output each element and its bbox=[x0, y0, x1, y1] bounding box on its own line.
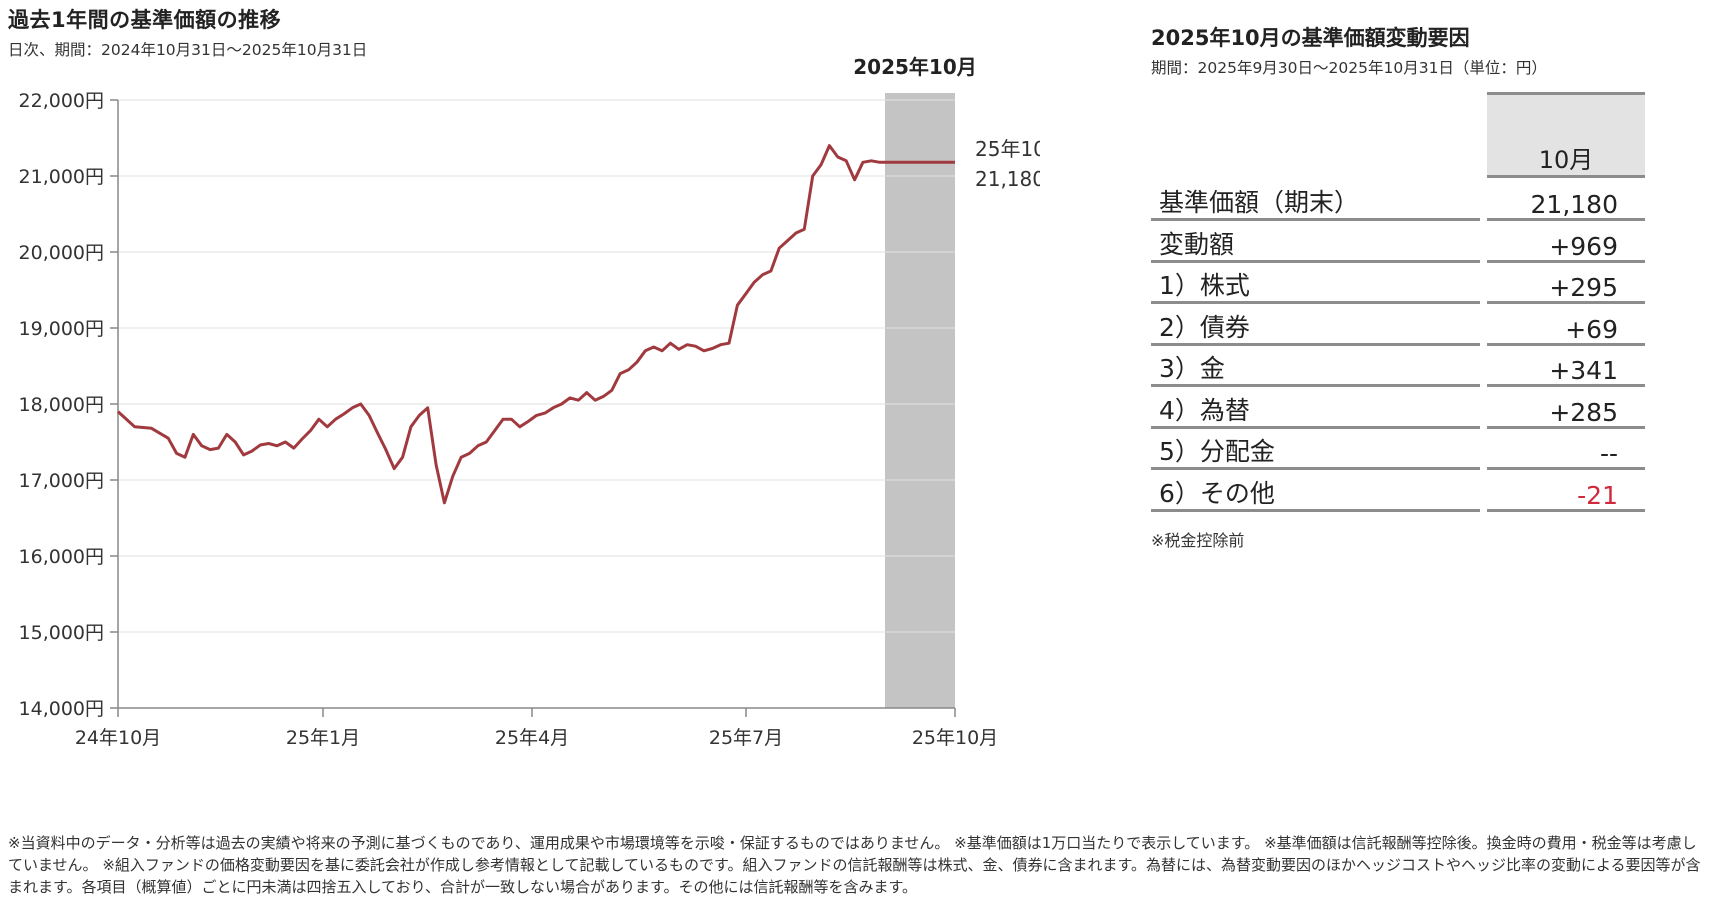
table-header-cell bbox=[1487, 92, 1645, 178]
x-tick-label: 25年10月 bbox=[912, 727, 998, 749]
row-divider bbox=[1151, 467, 1480, 470]
grid-lines bbox=[118, 99, 955, 633]
row-label: 4）為替 bbox=[1159, 395, 1250, 425]
row-divider bbox=[1151, 259, 1480, 263]
row-divider bbox=[1487, 508, 1645, 512]
table-row: 3）金 +341 bbox=[1151, 346, 1645, 387]
row-divider bbox=[1487, 218, 1645, 221]
row-value: +285 bbox=[1549, 397, 1618, 427]
y-tick-label: 14,000円 bbox=[19, 698, 104, 720]
table-row: 1）株式 +295 bbox=[1151, 263, 1645, 304]
last-point-value: 21,180円 bbox=[975, 167, 1040, 191]
row-label: 2）債券 bbox=[1159, 312, 1250, 342]
footnote: ※当資料中のデータ・分析等は過去の実績や将来の予測に基づくものであり、運用成果や… bbox=[8, 834, 1701, 896]
row-divider bbox=[1151, 384, 1480, 387]
row-label: 基準価額（期末） bbox=[1159, 188, 1360, 217]
x-tick-label: 25年4月 bbox=[495, 727, 569, 749]
row-value: +69 bbox=[1565, 314, 1618, 344]
row-divider bbox=[1487, 259, 1645, 263]
table-row: 2）債券 +69 bbox=[1151, 305, 1645, 346]
last-point-date: 25年10月31日 bbox=[975, 137, 1040, 161]
highlight-band bbox=[885, 93, 955, 708]
table-row: 5）分配金 -- bbox=[1151, 429, 1645, 470]
table-row: 変動額 +969 bbox=[1151, 222, 1645, 263]
table-row: 4）為替 +285 bbox=[1151, 388, 1645, 429]
row-divider bbox=[1151, 342, 1480, 346]
table-row: 6）その他 -21 bbox=[1151, 471, 1645, 512]
row-divider bbox=[1487, 384, 1645, 387]
row-label: 3）金 bbox=[1159, 354, 1225, 383]
y-tick-label: 19,000円 bbox=[19, 318, 104, 340]
x-tick-label: 25年1月 bbox=[286, 727, 360, 749]
table-title: 2025年10月の基準価額変動要因 bbox=[1151, 26, 1470, 50]
y-tick-label: 22,000円 bbox=[19, 90, 104, 112]
y-tick-label: 21,000円 bbox=[19, 166, 104, 188]
x-tick-label: 24年10月 bbox=[75, 727, 161, 749]
y-tick-label: 18,000円 bbox=[19, 394, 104, 416]
x-axis-ticks: 24年10月 25年1月 25年4月 25年7月 25年10月 bbox=[75, 708, 998, 749]
row-value: +341 bbox=[1549, 356, 1618, 385]
row-divider bbox=[1151, 218, 1480, 221]
table-row: 基準価額（期末） 21,180 bbox=[1151, 180, 1645, 221]
row-value: -- bbox=[1599, 439, 1618, 468]
row-label: 1）株式 bbox=[1159, 271, 1250, 300]
row-value: -21 bbox=[1577, 480, 1618, 510]
row-divider bbox=[1487, 342, 1645, 346]
row-divider bbox=[1151, 301, 1480, 304]
chart-subtitle: 日次、期間：2024年10月31日～2025年10月31日 bbox=[8, 41, 368, 59]
chart-title: 過去1年間の基準価額の推移 bbox=[8, 8, 282, 32]
table-subtitle: 期間：2025年9月30日～2025年10月31日（単位：円） bbox=[1151, 59, 1547, 77]
row-divider bbox=[1487, 301, 1645, 304]
y-tick-label: 15,000円 bbox=[19, 622, 104, 644]
row-label: 5）分配金 bbox=[1159, 437, 1275, 466]
row-label: 変動額 bbox=[1159, 229, 1235, 259]
row-value: +295 bbox=[1549, 273, 1618, 302]
y-tick-label: 16,000円 bbox=[19, 546, 104, 568]
row-label: 6）その他 bbox=[1159, 478, 1275, 508]
table-note: ※税金控除前 bbox=[1151, 531, 1245, 550]
row-divider bbox=[1151, 425, 1480, 429]
row-divider bbox=[1487, 425, 1645, 429]
y-tick-label: 17,000円 bbox=[19, 470, 104, 492]
highlight-label: 2025年10月 bbox=[853, 55, 977, 79]
y-axis-ticks: 22,000円 21,000円 20,000円 19,000円 18,000円 17,00… bbox=[19, 90, 118, 720]
row-divider bbox=[1151, 508, 1480, 512]
row-divider bbox=[1487, 467, 1645, 470]
row-value: +969 bbox=[1549, 231, 1618, 261]
series-line bbox=[116, 144, 955, 505]
table-column-header: 10月 bbox=[1538, 146, 1594, 174]
x-tick-label: 25年7月 bbox=[709, 727, 783, 749]
y-tick-label: 20,000円 bbox=[19, 242, 104, 264]
line-chart: 2025年10月 22,000円 21,000円 20,000円 19,000円 18,… bbox=[19, 55, 1040, 749]
row-value: 21,180 bbox=[1530, 190, 1618, 219]
